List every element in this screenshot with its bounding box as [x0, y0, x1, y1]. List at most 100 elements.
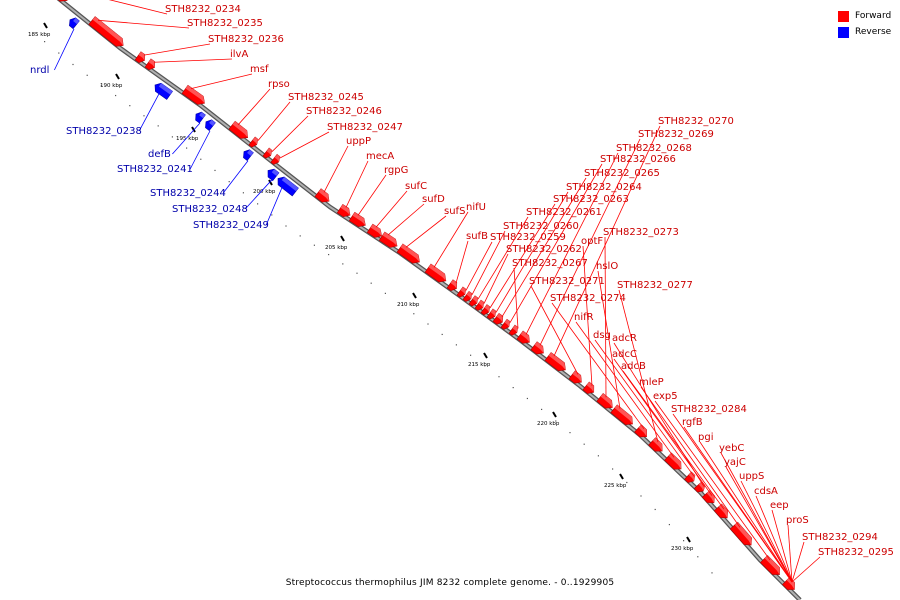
- reverse-gene-label[interactable]: STH8232_0241: [117, 164, 193, 175]
- forward-gene-label[interactable]: nifR: [574, 312, 594, 323]
- reverse-gene-label[interactable]: STH8232_0249: [193, 220, 269, 231]
- forward-gene[interactable]: [468, 295, 480, 308]
- forward-gene[interactable]: [596, 393, 616, 411]
- forward-gene-label[interactable]: adcR: [612, 333, 637, 344]
- forward-gene[interactable]: [396, 243, 422, 266]
- forward-gene[interactable]: [144, 58, 157, 72]
- forward-gene-label[interactable]: STH8232_0274: [550, 293, 626, 304]
- reverse-gene[interactable]: [152, 81, 173, 100]
- forward-gene-label[interactable]: STH8232_0271: [529, 276, 605, 287]
- forward-gene-label[interactable]: STH8232_0284: [671, 404, 747, 415]
- forward-gene-label[interactable]: eep: [770, 500, 789, 511]
- forward-gene[interactable]: [474, 299, 486, 312]
- forward-gene[interactable]: [648, 437, 666, 455]
- forward-gene-label[interactable]: dsg: [593, 330, 611, 341]
- forward-gene-label[interactable]: sufS: [444, 206, 465, 217]
- forward-gene[interactable]: [46, 0, 70, 4]
- forward-gene-label[interactable]: STH8232_0246: [306, 106, 382, 117]
- legend-item-reverse[interactable]: Reverse: [838, 24, 891, 40]
- forward-gene-label[interactable]: hslO: [596, 261, 618, 272]
- forward-gene-label[interactable]: STH8232_0265: [584, 168, 660, 179]
- forward-gene[interactable]: [366, 223, 384, 240]
- reverse-gene-label[interactable]: STH8232_0244: [150, 188, 226, 199]
- forward-gene-label[interactable]: STH8232_0236: [208, 34, 284, 45]
- forward-gene-label[interactable]: uppS: [739, 471, 764, 482]
- forward-gene-label[interactable]: exp5: [653, 391, 678, 402]
- forward-gene[interactable]: [760, 555, 783, 578]
- reverse-gene[interactable]: [275, 174, 299, 197]
- forward-gene[interactable]: [610, 404, 636, 428]
- forward-gene-label[interactable]: yajC: [724, 457, 746, 468]
- forward-gene[interactable]: [713, 503, 731, 521]
- forward-gene[interactable]: [480, 304, 492, 317]
- reverse-gene-label[interactable]: STH8232_0248: [172, 204, 248, 215]
- forward-gene[interactable]: [568, 370, 585, 386]
- forward-gene[interactable]: [88, 16, 126, 50]
- forward-gene-label[interactable]: sufD: [422, 194, 445, 205]
- forward-gene-label[interactable]: nifU: [466, 202, 486, 213]
- forward-gene-label[interactable]: STH8232_0295: [818, 547, 894, 558]
- forward-gene[interactable]: [462, 290, 474, 303]
- forward-gene-label[interactable]: STH8232_0263: [553, 194, 629, 205]
- forward-gene[interactable]: [729, 521, 755, 548]
- reverse-gene-label[interactable]: STH8232_0238: [66, 126, 142, 137]
- forward-gene-label[interactable]: rgpG: [384, 165, 408, 176]
- forward-gene-label[interactable]: ilvA: [230, 49, 248, 60]
- forward-gene-label[interactable]: adcC: [612, 349, 637, 360]
- forward-gene-label[interactable]: STH8232_0262: [506, 244, 582, 255]
- forward-gene-label[interactable]: mleP: [639, 377, 664, 388]
- forward-gene[interactable]: [486, 308, 498, 321]
- forward-gene-label[interactable]: yebC: [719, 443, 744, 454]
- forward-gene-label[interactable]: STH8232_0264: [566, 182, 642, 193]
- forward-gene-label[interactable]: STH8232_0247: [327, 122, 403, 133]
- reverse-gene[interactable]: [241, 148, 254, 161]
- forward-gene-label[interactable]: proS: [786, 515, 809, 526]
- forward-gene-label[interactable]: STH8232_0269: [638, 129, 714, 140]
- reverse-gene-label[interactable]: nrdl: [30, 65, 49, 76]
- forward-gene-label[interactable]: STH8232_0234: [165, 4, 241, 15]
- reverse-gene[interactable]: [203, 118, 216, 132]
- reverse-gene[interactable]: [67, 16, 80, 30]
- forward-gene[interactable]: [456, 286, 468, 299]
- forward-gene[interactable]: [248, 136, 260, 149]
- forward-gene[interactable]: [270, 153, 282, 166]
- forward-gene[interactable]: [701, 490, 717, 506]
- forward-gene-label[interactable]: STH8232_0245: [288, 92, 364, 103]
- forward-gene-label[interactable]: STH8232_0266: [600, 154, 676, 165]
- forward-gene-label[interactable]: optF: [581, 236, 603, 247]
- forward-gene-label[interactable]: rgfB: [682, 417, 703, 428]
- forward-gene[interactable]: [544, 352, 569, 373]
- forward-gene[interactable]: [446, 279, 459, 293]
- forward-gene-label[interactable]: pgi: [698, 432, 713, 443]
- legend-item-forward[interactable]: Forward: [838, 8, 891, 24]
- reverse-gene[interactable]: [193, 110, 206, 124]
- forward-gene-label[interactable]: STH8232_0261: [526, 207, 602, 218]
- forward-gene-label[interactable]: mecA: [366, 151, 394, 162]
- reverse-gene[interactable]: [265, 167, 280, 182]
- forward-gene[interactable]: [181, 84, 207, 107]
- forward-gene-label[interactable]: STH8232_0268: [616, 143, 692, 154]
- forward-gene[interactable]: [134, 51, 147, 65]
- forward-gene[interactable]: [664, 452, 685, 473]
- forward-gene-label[interactable]: STH8232_0235: [187, 18, 263, 29]
- forward-gene-label[interactable]: msf: [250, 64, 269, 75]
- forward-gene-label[interactable]: STH8232_0273: [603, 227, 679, 238]
- forward-gene-label[interactable]: STH8232_0259: [490, 232, 566, 243]
- forward-gene-label[interactable]: STH8232_0270: [658, 116, 734, 127]
- forward-gene-label[interactable]: sufB: [466, 231, 488, 242]
- forward-gene[interactable]: [378, 231, 400, 250]
- forward-gene[interactable]: [500, 318, 512, 331]
- reverse-gene-label[interactable]: defB: [148, 149, 171, 160]
- forward-gene[interactable]: [348, 211, 368, 229]
- forward-gene[interactable]: [424, 263, 449, 285]
- forward-gene[interactable]: [228, 120, 251, 141]
- forward-gene-label[interactable]: STH8232_0267: [512, 258, 588, 269]
- forward-gene-label[interactable]: sufC: [405, 181, 427, 192]
- forward-gene-label[interactable]: uppP: [346, 136, 371, 147]
- forward-gene[interactable]: [508, 324, 520, 337]
- forward-gene[interactable]: [262, 147, 274, 160]
- forward-gene[interactable]: [314, 188, 332, 205]
- forward-gene-label[interactable]: adcB: [621, 361, 646, 372]
- forward-gene-label[interactable]: STH8232_0277: [617, 280, 693, 291]
- forward-gene-label[interactable]: cdsA: [754, 486, 778, 497]
